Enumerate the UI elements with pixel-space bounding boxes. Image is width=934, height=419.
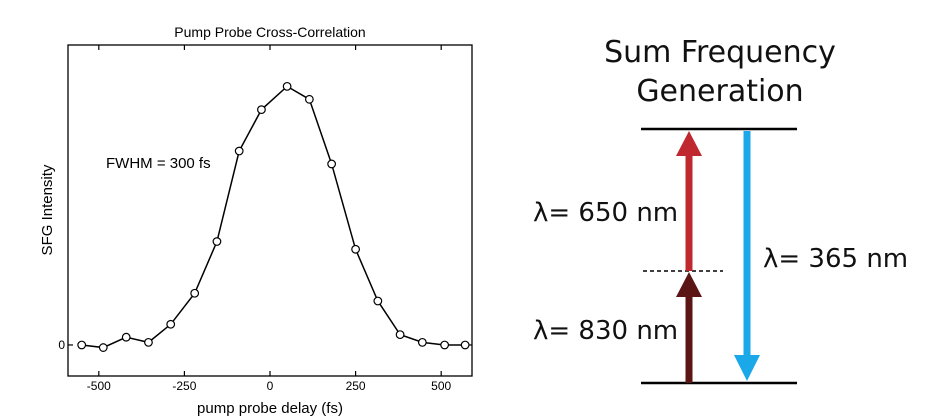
fwhm-annotation: FWHM = 300 fs — [106, 155, 211, 172]
arrow-830-head — [676, 272, 702, 297]
data-point — [190, 288, 200, 298]
data-point — [282, 81, 292, 91]
y-tick-label: 0 — [58, 338, 65, 352]
label-365-nm: λ= 365 nm — [763, 244, 908, 274]
x-tick-label: 0 — [267, 379, 274, 393]
data-point — [257, 105, 266, 115]
data-point — [144, 337, 153, 347]
y-axis-label: SFG Intensity — [39, 164, 56, 255]
data-point — [417, 337, 427, 347]
data-point — [395, 330, 405, 340]
chart-title: Pump Probe Cross-Correlation — [174, 24, 365, 40]
label-830-nm: λ= 830 nm — [533, 316, 678, 346]
x-tick-label: 500 — [431, 379, 451, 393]
data-point — [98, 343, 108, 352]
data-series — [77, 81, 470, 352]
x-tick-label: 250 — [346, 379, 366, 393]
x-tick-label: -250 — [172, 379, 196, 393]
arrow-650-head — [676, 131, 702, 156]
data-point — [234, 146, 244, 156]
diagram-title-line2: Generation — [636, 74, 803, 109]
arrow-365-head — [734, 355, 760, 381]
data-point — [77, 340, 87, 350]
plot-frame — [67, 44, 473, 377]
data-point — [166, 319, 176, 329]
data-point — [304, 94, 314, 104]
data-point — [327, 159, 337, 169]
sfg-energy-diagram: Sum Frequency Generation λ= 650 nm λ= 83… — [533, 35, 908, 385]
diagram-title-line1: Sum Frequency — [604, 35, 836, 70]
x-tick-label: -500 — [87, 379, 111, 393]
series-line — [81, 85, 466, 349]
x-axis-label: pump probe delay (fs) — [197, 400, 343, 417]
x-axis-ticks: -500 -250 0 250 500 — [87, 45, 452, 393]
label-650-nm: λ= 650 nm — [533, 198, 678, 228]
data-point — [373, 296, 383, 306]
data-point — [440, 340, 450, 350]
cross-correlation-plot: Pump Probe Cross-Correlation -500 -250 0 25… — [39, 24, 473, 417]
data-point — [212, 237, 222, 246]
data-point — [351, 244, 360, 254]
data-point — [460, 340, 470, 350]
data-point — [121, 332, 131, 342]
